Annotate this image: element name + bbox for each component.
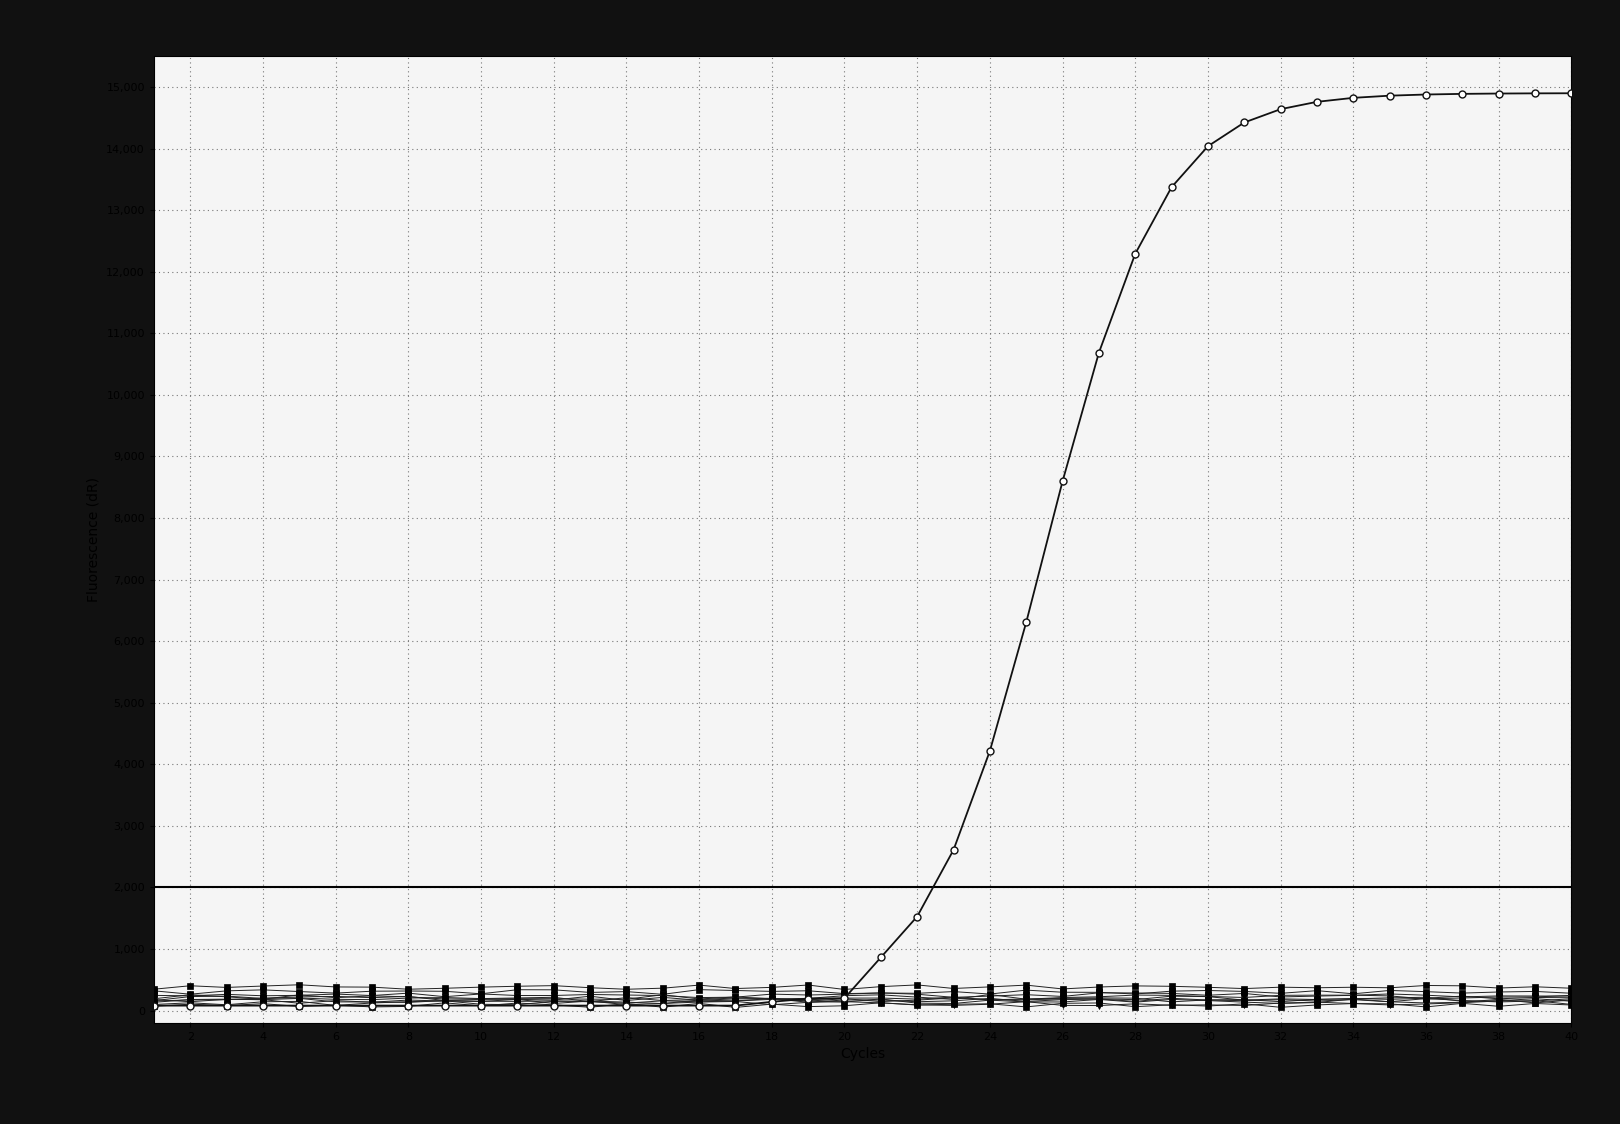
Y-axis label: Fluorescence (dR): Fluorescence (dR) xyxy=(87,477,100,602)
X-axis label: Cycles: Cycles xyxy=(841,1048,885,1061)
